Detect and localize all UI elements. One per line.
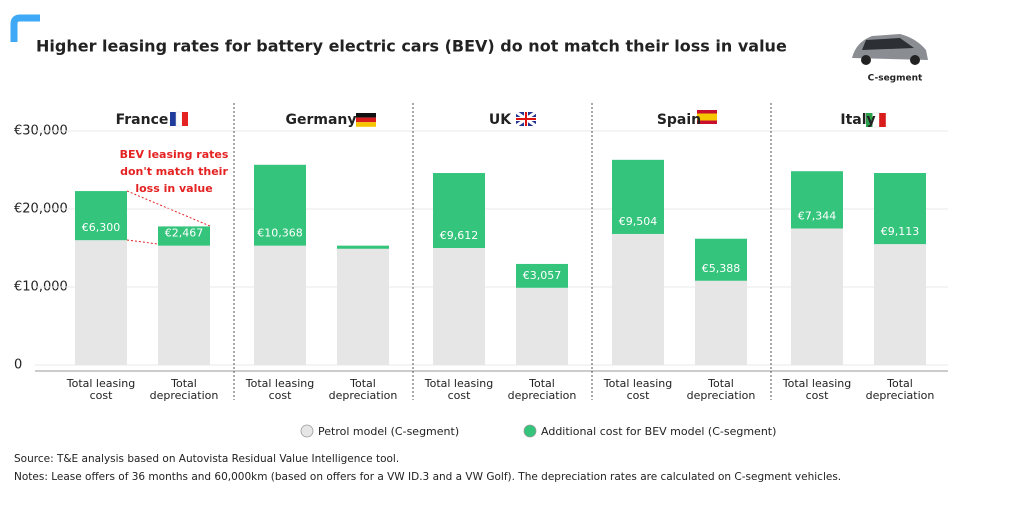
- bar-segment: [874, 244, 926, 365]
- x-tick-label: Total depreciation: [507, 377, 577, 402]
- group-label: Italy: [840, 112, 875, 128]
- group-label: UK: [489, 112, 512, 128]
- group-label: Spain: [657, 112, 701, 128]
- legend-swatch: [523, 424, 537, 438]
- bar-segment: [75, 191, 127, 241]
- group-label: Germany: [285, 112, 356, 128]
- x-tick-label: Total depreciation: [865, 377, 935, 402]
- bar-segment: [695, 280, 747, 365]
- bar-segment: [254, 245, 306, 365]
- logo-mark: [10, 14, 40, 42]
- bar-segment: [75, 240, 127, 365]
- legend-label: Petrol model (C-segment): [318, 425, 459, 438]
- value-label: €3,057: [523, 269, 562, 282]
- x-tick-label: Total leasing cost: [424, 377, 494, 402]
- value-label: €9,612: [440, 229, 479, 242]
- bar-segment: [516, 263, 568, 288]
- notes: Notes: Lease offers of 36 months and 60,…: [14, 471, 841, 483]
- bar-segment: [337, 248, 389, 365]
- legend-swatch: [300, 424, 314, 438]
- value-label: €7,344: [798, 210, 837, 223]
- group-label: France: [116, 112, 169, 128]
- annotation: BEV leasing rates don't match their loss…: [119, 148, 229, 195]
- bar-segment: [433, 248, 485, 365]
- bar-segment: [791, 228, 843, 365]
- bar-segment: [158, 245, 210, 365]
- value-label: €9,504: [619, 215, 658, 228]
- corner-label: C-segment: [868, 74, 923, 84]
- x-tick-label: Total leasing cost: [66, 377, 136, 402]
- bar-segment: [158, 226, 210, 246]
- bar-segment: [612, 159, 664, 234]
- bar-segment: [612, 233, 664, 365]
- value-label: €10,368: [257, 227, 303, 240]
- bar-segment: [874, 173, 926, 245]
- value-label: €2,467: [165, 227, 204, 240]
- x-tick-label: Total depreciation: [686, 377, 756, 402]
- value-label: €5,388: [702, 262, 741, 275]
- value-label: €9,113: [881, 225, 920, 238]
- legend-label: Additional cost for BEV model (C-segment…: [541, 425, 776, 438]
- x-tick-label: Total leasing cost: [603, 377, 673, 402]
- bar-segment: [337, 245, 389, 249]
- value-label: €6,300: [82, 221, 121, 234]
- x-tick-label: Total leasing cost: [245, 377, 315, 402]
- bar-segment: [254, 164, 306, 246]
- bar-segment: [516, 287, 568, 365]
- flags: [170, 110, 886, 128]
- y-tick-label: 0: [14, 358, 22, 373]
- source: Source: T&E analysis based on Autovista …: [14, 453, 399, 465]
- x-tick-label: Total leasing cost: [782, 377, 852, 402]
- bar-segment: [695, 238, 747, 281]
- car-icon: [852, 34, 928, 65]
- bar-segment: [433, 173, 485, 248]
- chart-title: Higher leasing rates for battery electri…: [36, 37, 787, 56]
- x-tick-label: Total depreciation: [149, 377, 219, 402]
- x-tick-label: Total depreciation: [328, 377, 398, 402]
- bar-segment: [791, 171, 843, 229]
